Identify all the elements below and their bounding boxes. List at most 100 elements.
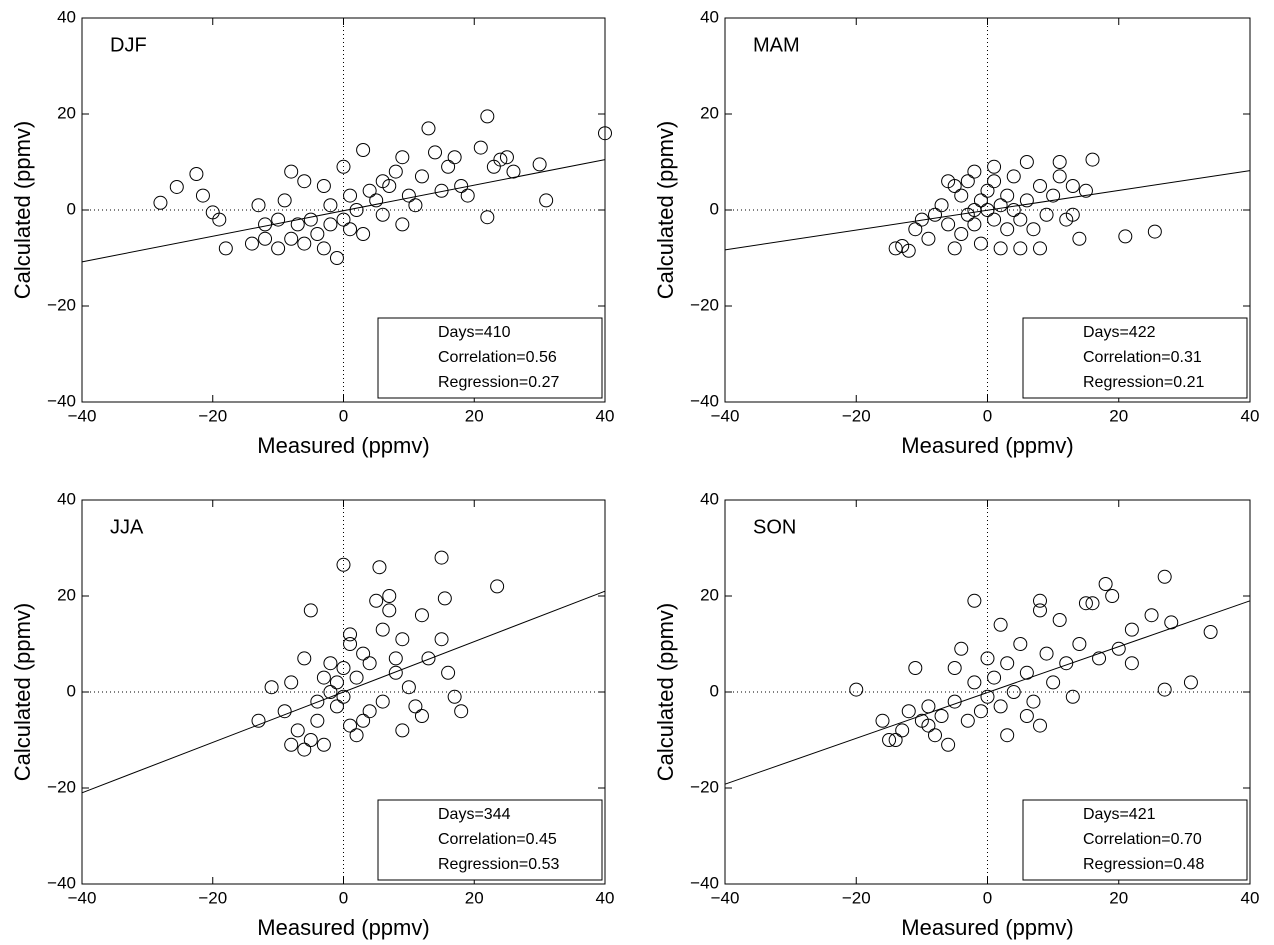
- point: [499, 150, 514, 165]
- point: [169, 179, 184, 194]
- point: [244, 236, 259, 251]
- point: [218, 241, 233, 256]
- point: [1033, 241, 1047, 256]
- point: [153, 195, 168, 210]
- point: [1046, 188, 1061, 203]
- point: [1039, 207, 1054, 222]
- point: [375, 622, 390, 637]
- stats-text: Regression=0.27: [438, 374, 560, 391]
- point: [441, 665, 456, 680]
- point: [1092, 651, 1107, 666]
- point: [297, 651, 312, 666]
- point: [1039, 646, 1054, 661]
- point: [875, 713, 890, 728]
- point: [960, 713, 975, 728]
- point: [414, 709, 429, 723]
- point: [908, 222, 923, 237]
- point: [493, 152, 508, 167]
- point: [490, 579, 505, 594]
- point: [264, 680, 279, 695]
- point: [1052, 169, 1067, 184]
- stats-text: Regression=0.21: [1083, 374, 1205, 391]
- x-tick-label: −40: [68, 888, 97, 907]
- point: [329, 251, 344, 265]
- point: [336, 159, 351, 174]
- point: [1085, 596, 1100, 611]
- point: [1157, 569, 1172, 584]
- point: [1019, 193, 1034, 208]
- point: [1000, 728, 1015, 743]
- point: [297, 742, 312, 757]
- y-tick-label: −20: [47, 777, 76, 796]
- point: [947, 694, 962, 709]
- point: [316, 179, 331, 193]
- point: [1111, 641, 1126, 656]
- point: [251, 713, 266, 728]
- point: [993, 699, 1008, 714]
- point: [928, 728, 942, 743]
- point: [1183, 675, 1198, 690]
- point: [539, 193, 554, 208]
- point: [437, 591, 452, 606]
- point: [941, 737, 956, 752]
- x-tick-label: 40: [1241, 406, 1260, 425]
- x-tick-label: −20: [842, 888, 871, 907]
- stats-text: Correlation=0.70: [1083, 831, 1202, 848]
- point: [395, 150, 410, 165]
- panel: −40 −20 0 20 40 −40 −20 0 20 40 Measured (ppmv) Cal…: [653, 7, 1260, 457]
- x-tick-label: 20: [1109, 888, 1128, 907]
- y-tick-label: −40: [690, 873, 719, 892]
- y-tick-label: 40: [57, 7, 76, 26]
- point: [372, 560, 387, 575]
- y-tick-label: −40: [47, 391, 76, 410]
- point: [993, 617, 1008, 632]
- point: [1147, 224, 1162, 239]
- point: [349, 728, 364, 743]
- point: [258, 217, 273, 232]
- point: [532, 157, 547, 172]
- point: [323, 685, 338, 699]
- stats-text: Days=410: [438, 324, 511, 341]
- x-tick-label: −40: [68, 406, 97, 425]
- point: [362, 704, 377, 719]
- y-tick-label: 20: [700, 103, 719, 122]
- point: [954, 227, 969, 241]
- point: [1033, 593, 1047, 608]
- panel-title: SON: [753, 516, 796, 538]
- point: [382, 589, 397, 603]
- y-tick-label: 40: [57, 489, 76, 508]
- point: [369, 593, 384, 608]
- point: [908, 661, 923, 675]
- point: [993, 198, 1008, 213]
- point: [460, 188, 475, 203]
- point: [414, 608, 429, 623]
- stats-box: [377, 799, 603, 881]
- point: [284, 675, 299, 690]
- point: [388, 665, 403, 680]
- point: [1000, 222, 1015, 237]
- point: [934, 709, 949, 723]
- regression-line: [724, 170, 1251, 251]
- point: [356, 646, 371, 661]
- point: [362, 656, 377, 671]
- point: [316, 737, 331, 752]
- point: [1013, 637, 1028, 651]
- point: [401, 188, 416, 203]
- point: [480, 109, 495, 124]
- point: [310, 694, 325, 709]
- y-tick-label: 20: [57, 585, 76, 604]
- panel-title: DJF: [110, 34, 147, 56]
- x-tick-label: 20: [1109, 406, 1128, 425]
- point: [967, 593, 982, 608]
- point: [388, 651, 403, 666]
- y-tick-label: 40: [700, 7, 719, 26]
- point: [297, 236, 312, 251]
- point: [941, 217, 956, 232]
- point: [205, 205, 220, 220]
- stats-text: Regression=0.48: [1083, 856, 1205, 873]
- point: [212, 212, 227, 227]
- x-axis-label: Measured (ppmv): [901, 915, 1073, 940]
- point: [1000, 188, 1015, 203]
- point: [480, 210, 495, 225]
- point: [1046, 675, 1061, 690]
